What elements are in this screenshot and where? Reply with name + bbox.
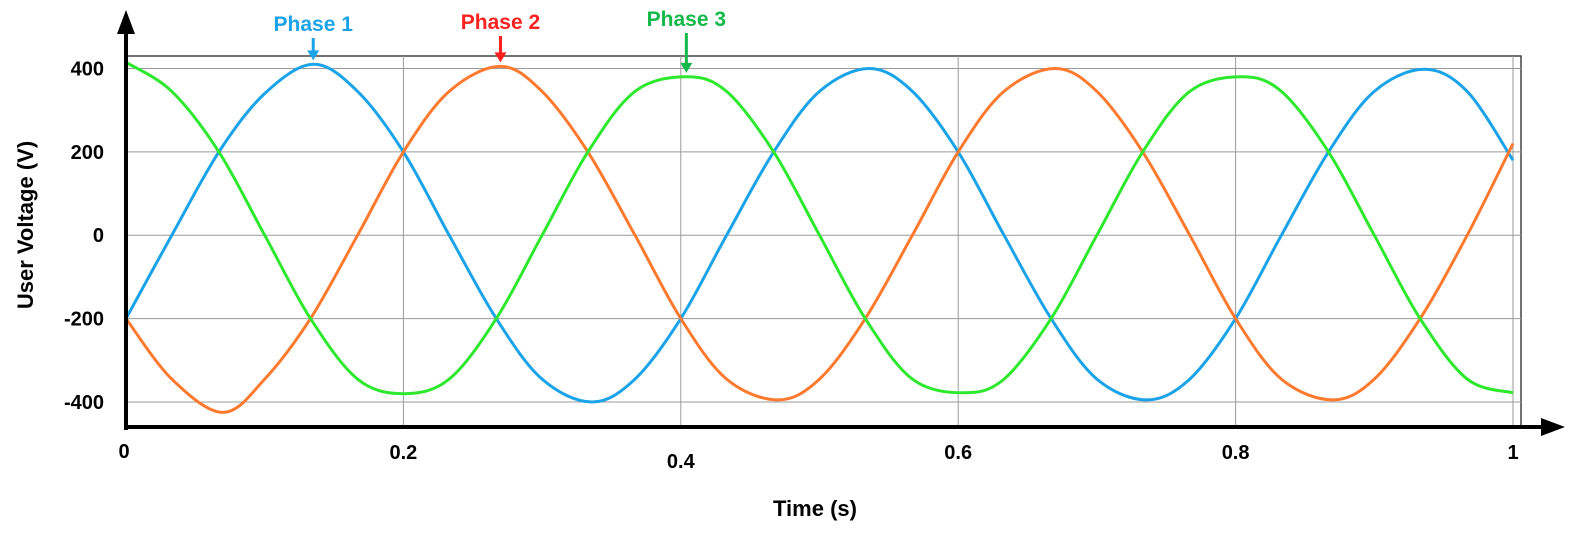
- series-line-phase-1: [124, 62, 1515, 404]
- x-tick-label: 0.6: [944, 442, 972, 464]
- x-axis-title: Time (s): [773, 496, 857, 521]
- phase-1-label: Phase 1: [274, 13, 354, 36]
- y-tick-label: 0: [93, 225, 104, 247]
- phase-annotations: Phase 1 Phase 2 Phase 3: [274, 8, 726, 73]
- y-axis-arrow-icon: [117, 10, 135, 34]
- y-tick-label: -400: [64, 392, 104, 414]
- phase-2-arrow-icon: [494, 52, 507, 63]
- x-tick-label: 0.8: [1222, 442, 1250, 464]
- y-tick-label: 400: [71, 59, 104, 81]
- series-lines: [124, 61, 1515, 414]
- phase-1-arrow-icon: [307, 50, 320, 61]
- y-tick-label: -200: [64, 309, 104, 331]
- x-tick-label: 0: [118, 441, 129, 463]
- phase-2-label: Phase 2: [461, 11, 540, 34]
- y-tick-label: 200: [71, 142, 104, 164]
- tick-labels: 400 200 0 -200 -400 0 0.2 0.4 0.6 0.8 1: [64, 59, 1519, 473]
- axes: [117, 10, 1565, 436]
- x-tick-label: 1: [1507, 442, 1518, 464]
- phase-3-arrow-icon: [680, 62, 693, 73]
- x-axis-arrow-icon: [1541, 418, 1565, 436]
- series-line-phase-3: [125, 61, 1514, 396]
- y-axis-title: User Voltage (V): [13, 141, 38, 309]
- phase-3-label: Phase 3: [647, 8, 726, 31]
- series-line-phase-2: [124, 64, 1515, 414]
- x-tick-label: 0.2: [389, 442, 417, 464]
- x-tick-label: 0.4: [667, 451, 696, 473]
